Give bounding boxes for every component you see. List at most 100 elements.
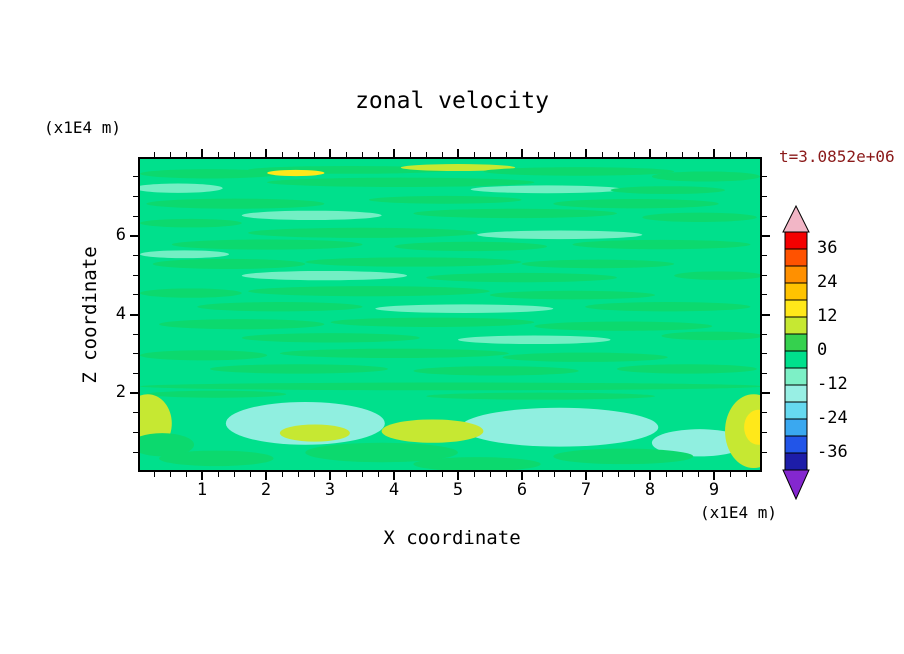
- x-major-tick: [521, 149, 523, 157]
- field-blob: [140, 218, 242, 228]
- x-minor-tick: [633, 152, 635, 157]
- field-blob: [470, 185, 624, 194]
- x-minor-tick: [537, 472, 539, 477]
- field-blob: [616, 364, 757, 374]
- x-minor-tick: [361, 152, 363, 157]
- x-major-tick: [393, 149, 395, 157]
- x-minor-tick: [361, 472, 363, 477]
- y-minor-tick: [762, 176, 767, 178]
- y-minor-tick: [762, 215, 767, 217]
- x-major-tick: [457, 149, 459, 157]
- field-blob: [241, 270, 408, 281]
- y-minor-tick: [133, 373, 138, 375]
- x-tick-label: 9: [708, 480, 720, 500]
- colorbar-label: -24: [817, 408, 848, 428]
- field-blob: [267, 169, 325, 177]
- x-minor-tick: [697, 152, 699, 157]
- field-blob: [489, 290, 656, 300]
- field-blob: [159, 319, 325, 330]
- colorbar-segment: [784, 282, 808, 301]
- field-blob: [241, 210, 382, 221]
- x-minor-tick: [345, 472, 347, 477]
- x-major-tick: [585, 472, 587, 480]
- x-minor-tick: [313, 152, 315, 157]
- x-minor-tick: [217, 152, 219, 157]
- y-minor-tick: [762, 274, 767, 276]
- y-minor-tick: [762, 195, 767, 197]
- field-blob: [241, 333, 420, 343]
- x-minor-tick: [489, 472, 491, 477]
- colorbar-segment: [784, 384, 808, 403]
- field-blob: [477, 230, 643, 240]
- x-minor-tick: [249, 472, 251, 477]
- x-minor-tick: [297, 152, 299, 157]
- field-blob: [572, 239, 751, 250]
- field-blob: [461, 407, 659, 447]
- colorbar: [782, 205, 810, 500]
- x-minor-tick: [537, 152, 539, 157]
- x-minor-tick: [697, 472, 699, 477]
- y-minor-tick: [133, 294, 138, 296]
- x-major-tick: [201, 149, 203, 157]
- colorbar-segment: [784, 299, 808, 318]
- x-minor-tick: [297, 472, 299, 477]
- x-major-tick: [649, 472, 651, 480]
- field-blob: [140, 250, 230, 259]
- colorbar-segment: [784, 367, 808, 386]
- x-minor-tick: [169, 152, 171, 157]
- field-blob: [381, 419, 484, 443]
- field-blob: [502, 352, 668, 362]
- y-major-tick: [762, 313, 770, 316]
- x-tick-label: 1: [196, 480, 208, 500]
- colorbar-label: 12: [817, 306, 838, 326]
- field-blob: [146, 390, 287, 398]
- field-blob: [305, 442, 458, 463]
- x-minor-tick: [617, 472, 619, 477]
- field-blob: [248, 286, 490, 297]
- y-tick-label: 2: [115, 382, 126, 403]
- x-minor-tick: [153, 472, 155, 477]
- field-blob: [553, 199, 719, 209]
- x-minor-tick: [681, 152, 683, 157]
- y-major-tick: [762, 234, 770, 237]
- colorbar-segment: [784, 350, 808, 369]
- y-minor-tick: [762, 294, 767, 296]
- colorbar-label: -12: [817, 374, 848, 394]
- x-tick-label: 2: [260, 480, 272, 500]
- plot-area: [138, 157, 762, 472]
- x-minor-tick: [169, 472, 171, 477]
- colorbar-label: -36: [817, 442, 848, 462]
- x-minor-tick: [249, 152, 251, 157]
- field-blob: [426, 272, 617, 283]
- field-blob: [426, 392, 656, 400]
- field-blob: [521, 259, 675, 269]
- x-major-tick: [521, 472, 523, 480]
- y-minor-tick: [133, 195, 138, 197]
- y-tick-label: 6: [115, 224, 126, 245]
- x-minor-tick: [505, 472, 507, 477]
- field-blob: [368, 195, 522, 204]
- field-blob: [400, 164, 516, 172]
- field-blob: [159, 450, 274, 467]
- field-blob: [744, 409, 760, 445]
- field-blob: [413, 457, 541, 470]
- x-major-tick: [201, 472, 203, 480]
- x-minor-tick: [505, 152, 507, 157]
- field-blob: [457, 335, 611, 345]
- field-blob: [305, 257, 522, 267]
- y-minor-tick: [762, 432, 767, 434]
- field-blob: [651, 171, 760, 182]
- y-minor-tick: [762, 353, 767, 355]
- field-blob: [279, 348, 509, 359]
- x-tick-label: 7: [580, 480, 592, 500]
- x-minor-tick: [569, 152, 571, 157]
- x-minor-tick: [153, 152, 155, 157]
- y-major-tick: [762, 392, 770, 395]
- x-minor-tick: [377, 152, 379, 157]
- x-major-tick: [329, 472, 331, 480]
- x-axis-unit-label: (x1E4 m): [699, 503, 777, 522]
- colorbar-segment: [784, 435, 808, 454]
- x-axis-title: X coordinate: [383, 527, 521, 549]
- x-minor-tick: [489, 152, 491, 157]
- x-major-tick: [713, 149, 715, 157]
